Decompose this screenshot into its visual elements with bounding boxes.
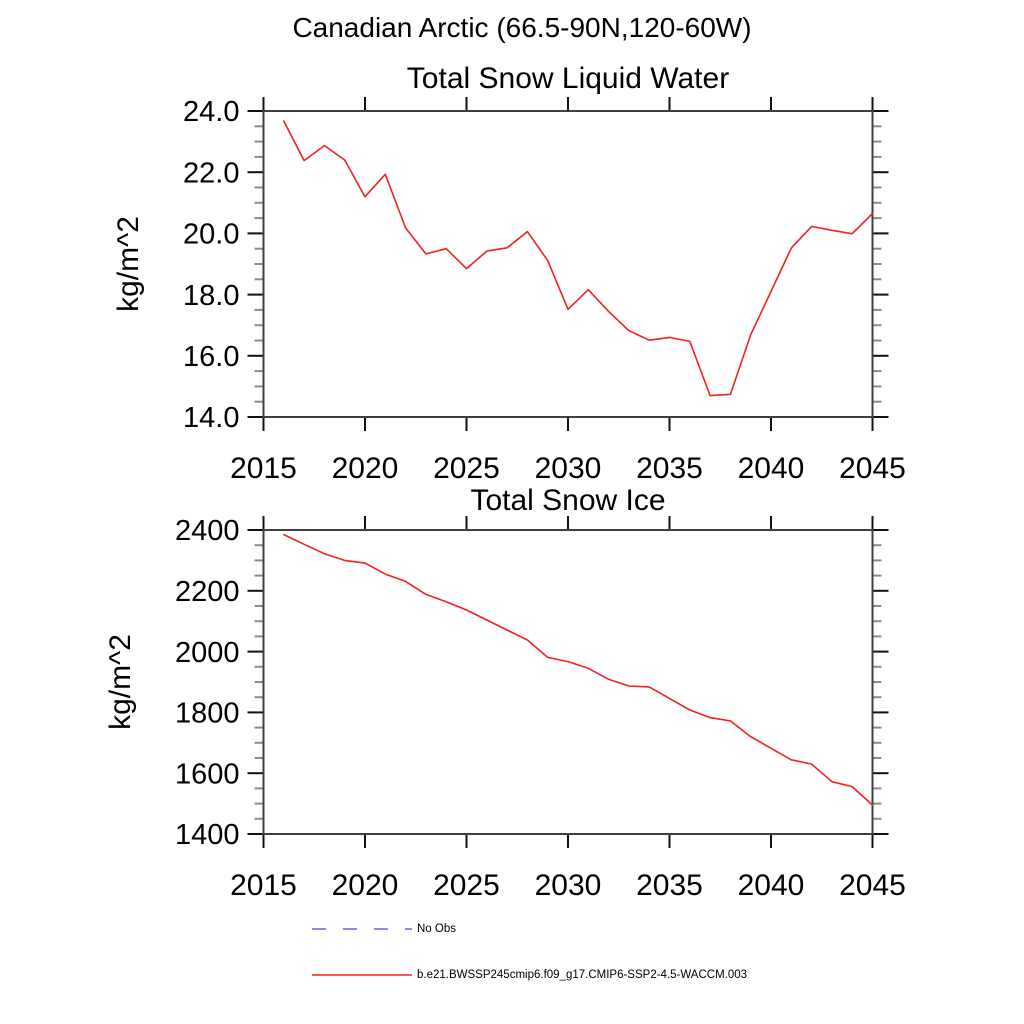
x-tick-label: 2030	[535, 452, 602, 485]
y-tick-label: 1600	[175, 758, 240, 790]
x-tick-label: 2015	[230, 452, 297, 485]
y-tick-label: 2400	[175, 515, 240, 547]
legend-label-no-obs: No Obs	[417, 923, 456, 935]
y-tick-label: 24.0	[183, 96, 239, 128]
y-tick-label: 18.0	[183, 280, 239, 312]
series-line	[282, 120, 874, 397]
y-tick-label: 1400	[175, 819, 240, 851]
x-tick-label: 2040	[738, 452, 805, 485]
y-tick-label: 20.0	[183, 219, 239, 251]
y-tick-label: 16.0	[183, 341, 239, 373]
x-tick-label: 2035	[636, 452, 703, 485]
chart-border	[262, 529, 874, 835]
y-tick-label: 14.0	[183, 402, 239, 434]
y-tick-label: 2000	[175, 637, 240, 669]
x-tick-label: 2045	[839, 869, 906, 902]
chart1-title: Total Snow Liquid Water	[406, 62, 730, 95]
x-tick-label: 2040	[738, 869, 805, 902]
x-tick-label: 2025	[433, 452, 500, 485]
series-line	[282, 533, 874, 806]
x-tick-label: 2025	[433, 869, 500, 902]
y-tick-label: 2200	[175, 576, 240, 608]
x-tick-label: 2020	[332, 869, 399, 902]
x-tick-label: 2015	[230, 869, 297, 902]
chart-border	[262, 110, 874, 418]
y-tick-label: 22.0	[183, 157, 239, 189]
x-tick-label: 2035	[636, 869, 703, 902]
chart2-y-axis-label: kg/m^2	[104, 634, 137, 730]
legend-label-series: b.e21.BWSSP245cmip6.f09_g17.CMIP6-SSP2-4…	[417, 969, 748, 981]
x-tick-label: 2045	[839, 452, 906, 485]
x-tick-label: 2030	[535, 869, 602, 902]
chart2-title: Total Snow Ice	[470, 484, 666, 517]
y-tick-label: 1800	[175, 698, 240, 730]
page-title: Canadian Arctic (66.5-90N,120-60W)	[292, 12, 752, 43]
x-tick-label: 2020	[332, 452, 399, 485]
chart1-y-axis-label: kg/m^2	[112, 216, 145, 312]
